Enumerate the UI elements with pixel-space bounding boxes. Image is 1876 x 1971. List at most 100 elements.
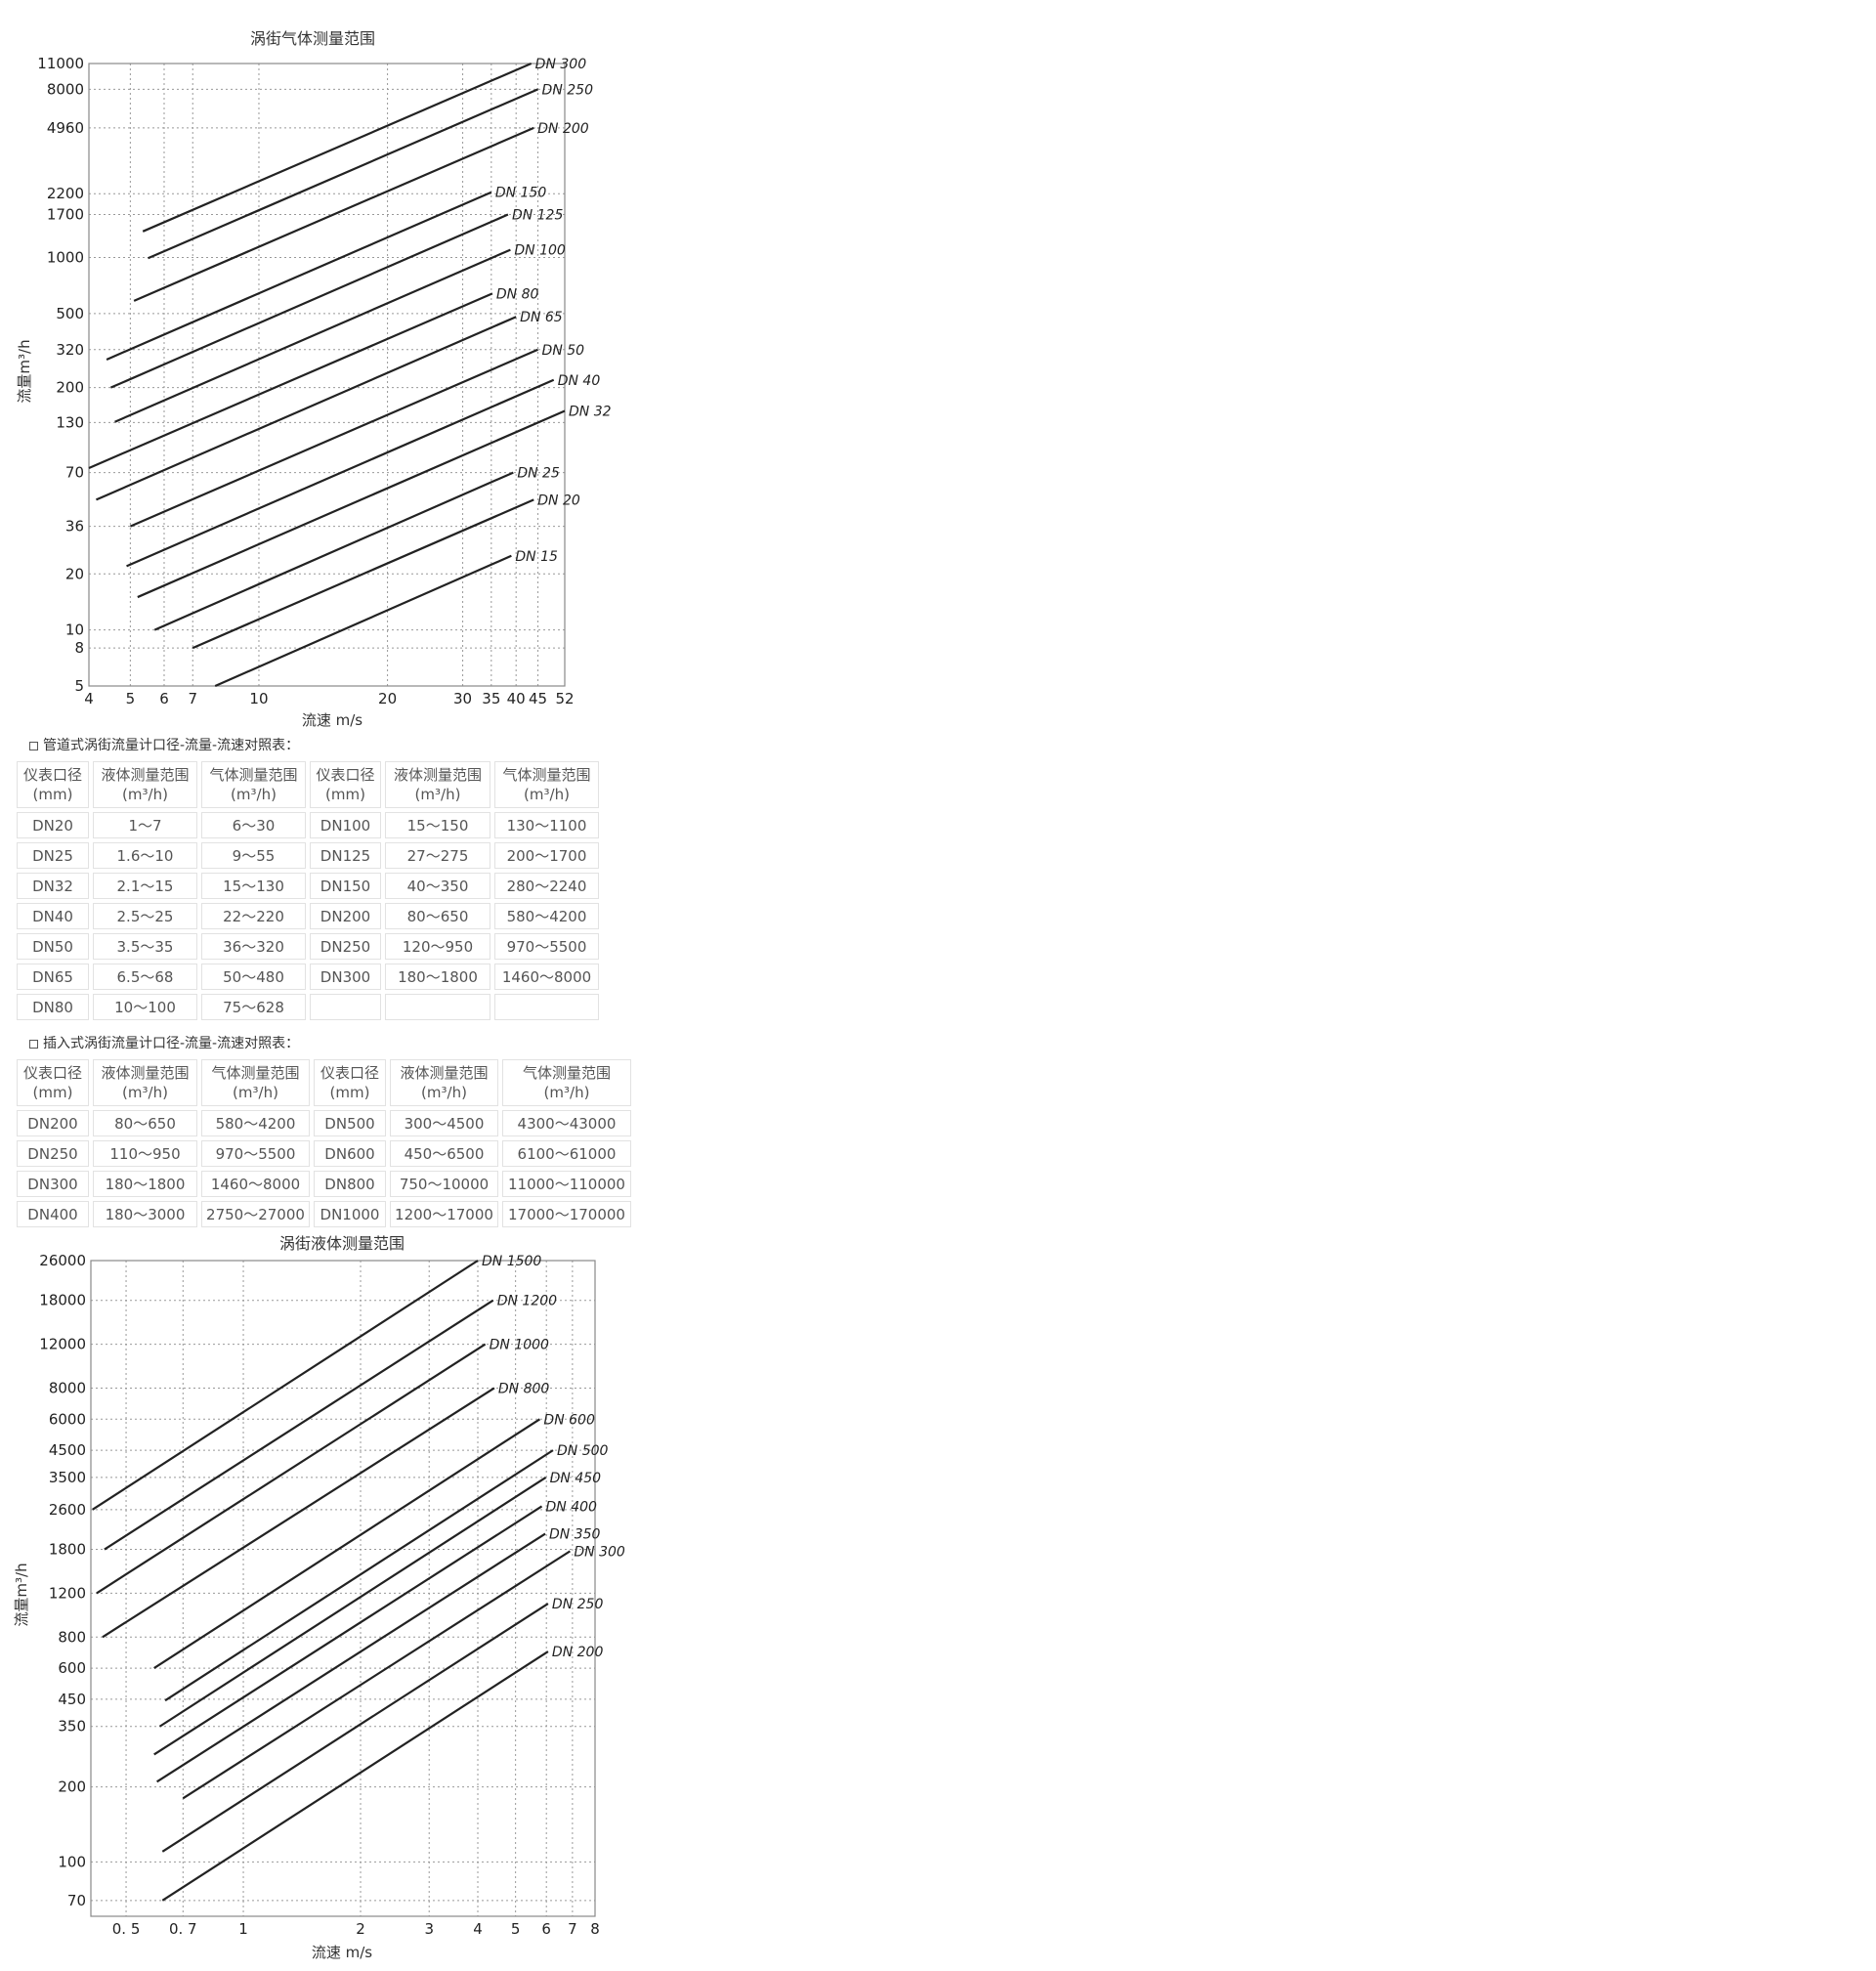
- table-cell: DN40: [17, 903, 89, 929]
- y-tick-label: 10: [65, 621, 84, 639]
- column-header: 气体测量范围 (m³/h): [201, 761, 306, 808]
- table-cell: DN20: [17, 812, 89, 838]
- series-label: DN 80: [496, 286, 539, 302]
- y-tick-label: 1000: [47, 248, 84, 266]
- series-label: DN 250: [542, 82, 594, 98]
- y-tick-label: 800: [58, 1628, 86, 1646]
- series-line: [161, 1603, 549, 1853]
- y-tick-label: 130: [56, 413, 84, 431]
- column-header-unit: (mm): [329, 1084, 370, 1101]
- table-row: DN65 6.5～68 50～480 DN300 180～1800 1460～8000: [17, 964, 599, 990]
- table-cell: [310, 994, 381, 1020]
- x-tick-label: 1: [238, 1920, 248, 1938]
- table-cell: DN200: [17, 1110, 89, 1136]
- series-label: DN 1200: [497, 1294, 557, 1309]
- column-header-title: 气体测量范围: [522, 1064, 611, 1082]
- table-row: DN50 3.5～35 36～320 DN250 120～950 970～5500: [17, 933, 599, 960]
- series-line: [126, 378, 555, 568]
- table-cell: 22～220: [201, 903, 306, 929]
- column-header: 液体测量范围 (m³/h): [93, 761, 197, 808]
- table-cell: DN50: [17, 933, 89, 960]
- series-line: [133, 126, 534, 302]
- y-tick-label: 70: [65, 464, 84, 482]
- y-tick-label: 2200: [47, 185, 84, 202]
- y-tick-label: 200: [56, 379, 84, 397]
- table-cell: 2.5～25: [93, 903, 197, 929]
- square-bullet-icon: [29, 741, 38, 750]
- table-cell: 50～480: [201, 964, 306, 990]
- column-header-title: 仪表口径: [316, 766, 375, 784]
- table-cell: 970～5500: [201, 1140, 310, 1167]
- series-label: DN 65: [520, 310, 563, 325]
- column-header-title: 液体测量范围: [101, 766, 190, 784]
- chart-title: 涡街液体测量范围: [279, 1234, 405, 1253]
- y-tick-label: 1200: [49, 1584, 86, 1602]
- y-tick-label: 200: [58, 1778, 86, 1796]
- table-row: DN25 1.6～10 9～55 DN125 27～275 200～1700: [17, 842, 599, 869]
- column-header-unit: (m³/h): [122, 1084, 168, 1101]
- series-line: [114, 248, 511, 423]
- table-cell: DN65: [17, 964, 89, 990]
- x-tick-label: 6: [541, 1920, 551, 1938]
- y-tick-label: 8000: [49, 1379, 86, 1396]
- x-tick-label: 40: [507, 690, 526, 707]
- y-tick-label: 36: [65, 518, 84, 536]
- series-line: [106, 191, 492, 361]
- column-header-unit: (m³/h): [524, 786, 570, 803]
- column-header: 气体测量范围 (m³/h): [494, 761, 599, 808]
- series-label: DN 300: [574, 1544, 625, 1560]
- column-header-title: 气体测量范围: [211, 1064, 300, 1082]
- table-cell: DN800: [314, 1171, 386, 1197]
- table-row: DN200 80～650 580～4200 DN500 300～4500 4300～430…: [17, 1110, 631, 1136]
- x-tick-label: 2: [356, 1920, 365, 1938]
- table-cell: DN150: [310, 873, 381, 899]
- table-cell: 1460～8000: [201, 1171, 310, 1197]
- pipe-table-title-text: 管道式涡街流量计口径-流量-流速对照表：: [43, 738, 300, 753]
- series-label: DN 50: [542, 343, 585, 359]
- y-tick-label: 450: [58, 1691, 86, 1708]
- table-cell: 120～950: [385, 933, 490, 960]
- column-header: 仪表口径 (mm): [17, 761, 89, 808]
- series-line: [153, 1418, 541, 1670]
- table-cell: 80～650: [385, 903, 490, 929]
- series-label: DN 25: [517, 466, 560, 482]
- series-label: DN 450: [550, 1471, 602, 1486]
- y-tick-label: 2600: [49, 1501, 86, 1519]
- table-cell: DN400: [17, 1201, 89, 1227]
- column-header: 气体测量范围 (m³/h): [201, 1059, 310, 1106]
- series-line: [153, 471, 514, 631]
- y-tick-label: 8000: [47, 80, 84, 98]
- x-tick-label: 20: [378, 690, 397, 707]
- table-cell: DN250: [310, 933, 381, 960]
- x-tick-label: 35: [482, 690, 500, 707]
- column-header-unit: (m³/h): [231, 786, 277, 803]
- table-cell: 2750～27000: [201, 1201, 310, 1227]
- x-axis-label: 流速 m/s: [312, 1944, 372, 1961]
- table-cell: DN500: [314, 1110, 386, 1136]
- series-line: [158, 1477, 547, 1728]
- table-cell: 1200～17000: [390, 1201, 498, 1227]
- pipe-table-title: 管道式涡街流量计口径-流量-流速对照表：: [29, 738, 299, 753]
- table-cell: 40～350: [385, 873, 490, 899]
- table-header-row: 仪表口径 (mm) 液体测量范围 (m³/h) 气体测量范围 (m³/h) 仪表口径 (mm)…: [17, 761, 599, 808]
- series-line: [109, 213, 509, 389]
- column-header: 气体测量范围 (m³/h): [502, 1059, 631, 1106]
- column-header-title: 仪表口径: [22, 766, 82, 784]
- table-cell: DN600: [314, 1140, 386, 1167]
- series-line: [156, 1532, 546, 1783]
- y-tick-label: 20: [65, 565, 84, 582]
- series-line: [153, 1505, 543, 1756]
- table-cell: 15～130: [201, 873, 306, 899]
- series-line: [96, 1343, 487, 1595]
- x-tick-label: 7: [568, 1920, 577, 1938]
- table-cell: 2.1～15: [93, 873, 197, 899]
- table-cell: 180～1800: [385, 964, 490, 990]
- x-tick-label: 7: [188, 690, 197, 707]
- column-header-title: 仪表口径: [22, 1064, 82, 1082]
- table-row: DN20 1～7 6～30 DN100 15～150 130～1100: [17, 812, 599, 838]
- table-cell: [385, 994, 490, 1020]
- table-cell: DN1000: [314, 1201, 386, 1227]
- table-cell: DN300: [310, 964, 381, 990]
- column-header-unit: (mm): [32, 1084, 73, 1101]
- column-header-title: 液体测量范围: [393, 766, 482, 784]
